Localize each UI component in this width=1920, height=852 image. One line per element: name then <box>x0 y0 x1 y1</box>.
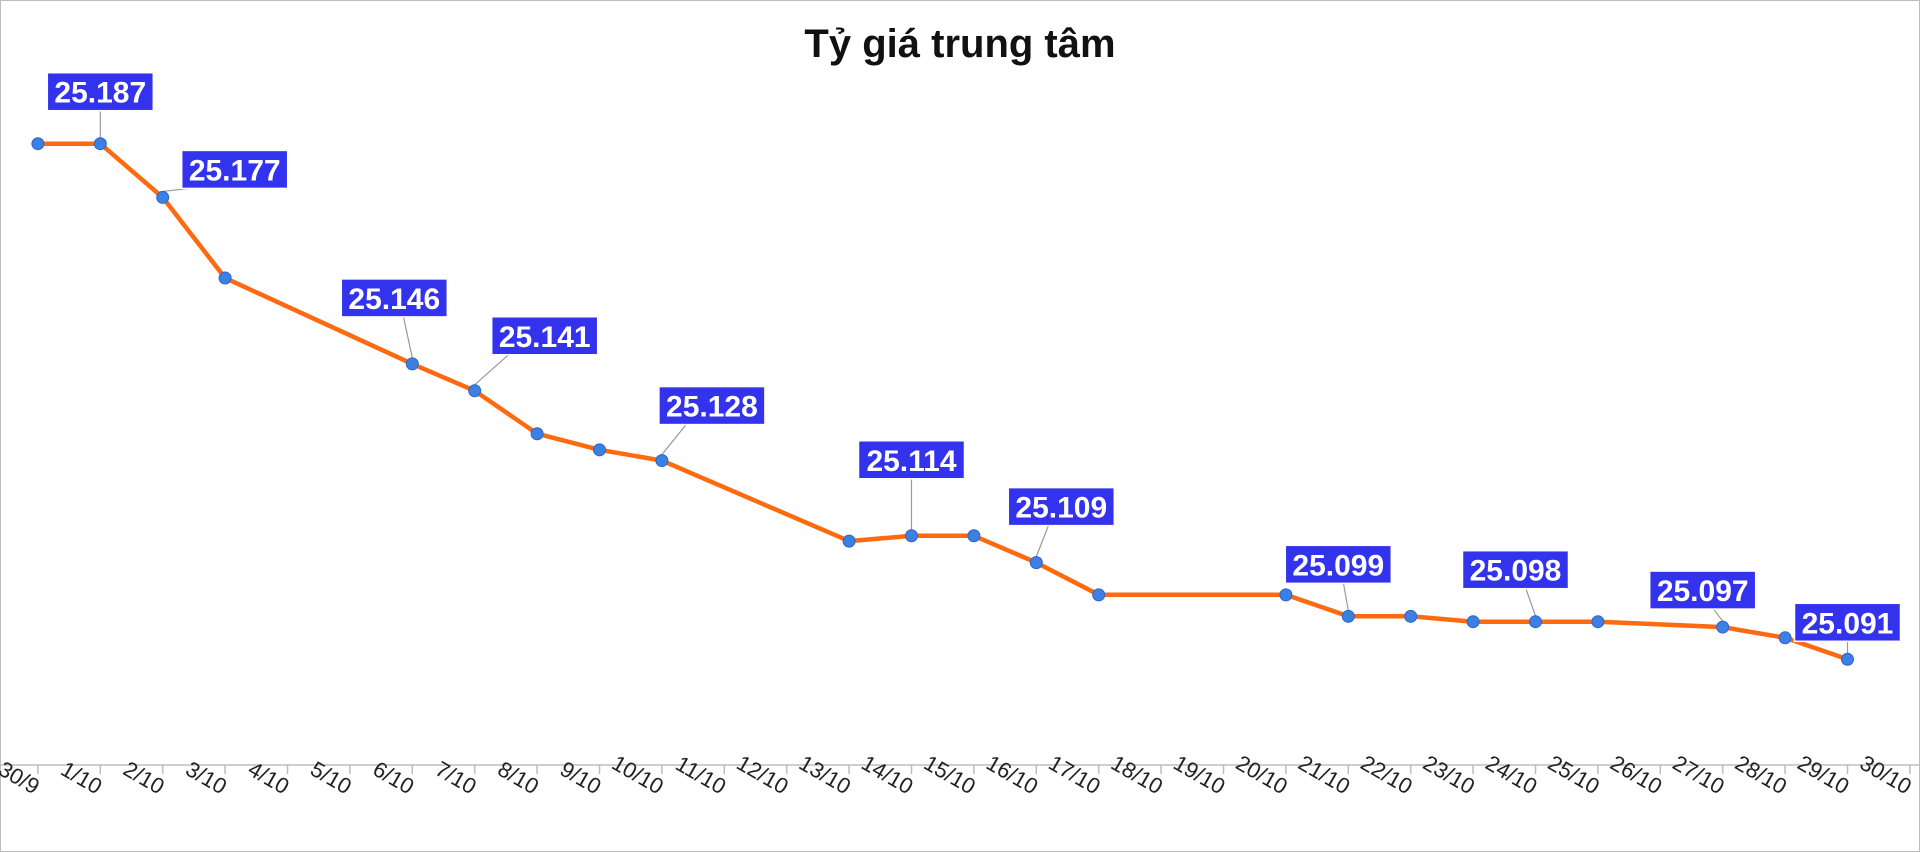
x-tick-label: 19/10 <box>1169 750 1229 799</box>
x-tick-label: 23/10 <box>1419 750 1479 799</box>
data-label-leader <box>1334 581 1349 611</box>
data-label-leader <box>1511 587 1537 616</box>
data-point <box>1778 631 1792 645</box>
data-label-leader <box>1698 607 1724 622</box>
x-tick-label: 30/9 <box>0 756 44 799</box>
data-point <box>1466 615 1480 629</box>
x-tick-label: 12/10 <box>733 750 793 799</box>
data-point <box>967 529 981 543</box>
data-label-box <box>46 71 155 112</box>
x-tick-label: 7/10 <box>431 756 481 799</box>
x-tick-label: 29/10 <box>1793 750 1853 799</box>
data-point <box>93 137 107 151</box>
x-tick-label: 18/10 <box>1107 750 1167 799</box>
data-point <box>156 190 170 204</box>
data-label-leader <box>96 109 101 138</box>
data-point <box>31 137 45 151</box>
x-tick-label: 24/10 <box>1481 750 1541 799</box>
x-tick-label: 20/10 <box>1232 750 1292 799</box>
x-tick-label: 30/10 <box>1856 750 1916 799</box>
chart-title: Tỷ giá trung tâm <box>804 22 1116 66</box>
data-label: 25.114 <box>866 445 956 478</box>
data-point <box>468 384 482 398</box>
x-tick-label: 4/10 <box>244 756 294 799</box>
data-label-box <box>1007 486 1116 527</box>
data-label-leader <box>390 315 413 359</box>
data-label-box <box>658 385 766 426</box>
data-label: 25.128 <box>666 391 758 424</box>
data-point <box>593 443 606 457</box>
data-point <box>842 534 856 548</box>
data-point <box>1341 609 1355 623</box>
x-tick-label: 1/10 <box>57 756 107 799</box>
data-label-box <box>1648 570 1757 610</box>
data-label: 25.097 <box>1657 575 1749 608</box>
data-label-box <box>180 149 289 190</box>
data-label-box <box>490 316 599 356</box>
data-label: 25.141 <box>499 321 591 354</box>
data-point <box>530 427 544 441</box>
data-label-box <box>1284 544 1393 585</box>
x-tick-label: 15/10 <box>920 750 980 799</box>
x-tick-label: 27/10 <box>1669 750 1729 799</box>
data-label-leader <box>661 422 708 455</box>
data-point <box>405 357 419 371</box>
x-tick-label: 28/10 <box>1731 750 1791 799</box>
data-point <box>1591 615 1605 629</box>
x-tick-label: 26/10 <box>1606 750 1666 799</box>
data-label-box <box>857 440 966 480</box>
x-tick-label: 5/10 <box>306 756 356 799</box>
x-tick-label: 17/10 <box>1045 750 1105 799</box>
series-line <box>35 141 1850 662</box>
data-point <box>655 454 669 468</box>
data-label-leader <box>474 353 541 386</box>
data-label: 25.099 <box>1292 549 1384 582</box>
data-label: 25.146 <box>348 283 440 316</box>
data-point <box>1716 620 1730 634</box>
x-tick-label: 9/10 <box>556 756 606 799</box>
x-tick-label: 13/10 <box>795 750 855 799</box>
x-tick-label: 8/10 <box>494 756 544 799</box>
x-tick-label: 16/10 <box>982 750 1042 799</box>
data-label: 25.098 <box>1470 555 1562 588</box>
data-label: 25.177 <box>189 154 281 187</box>
x-tick-label: 2/10 <box>119 756 169 799</box>
x-tick-label: 11/10 <box>672 751 731 799</box>
data-label-leader <box>1843 639 1849 654</box>
data-point <box>1029 556 1043 570</box>
data-label-leader <box>907 477 913 530</box>
data-label-box <box>1461 549 1570 590</box>
x-tick-label: 10/10 <box>608 750 668 799</box>
data-label-box <box>1793 602 1902 643</box>
data-label-leader <box>1035 524 1058 557</box>
x-tick-label: 6/10 <box>369 756 419 799</box>
data-point <box>1841 652 1854 666</box>
data-label: 25.109 <box>1015 492 1107 525</box>
x-tick-label: 21/10 <box>1294 750 1354 799</box>
x-tick-label: 3/10 <box>182 756 232 799</box>
data-point <box>1404 609 1418 623</box>
x-tick-label: 22/10 <box>1357 750 1417 799</box>
data-label-box <box>340 278 449 318</box>
data-point <box>1092 588 1106 602</box>
data-point <box>905 529 918 543</box>
data-label: 25.187 <box>54 77 146 110</box>
x-tick-label: 14/10 <box>857 750 917 799</box>
data-point <box>1279 588 1293 602</box>
x-tick-label: 25/10 <box>1544 750 1604 799</box>
data-point <box>218 271 232 285</box>
data-point <box>1529 615 1542 629</box>
data-label: 25.091 <box>1802 607 1894 640</box>
